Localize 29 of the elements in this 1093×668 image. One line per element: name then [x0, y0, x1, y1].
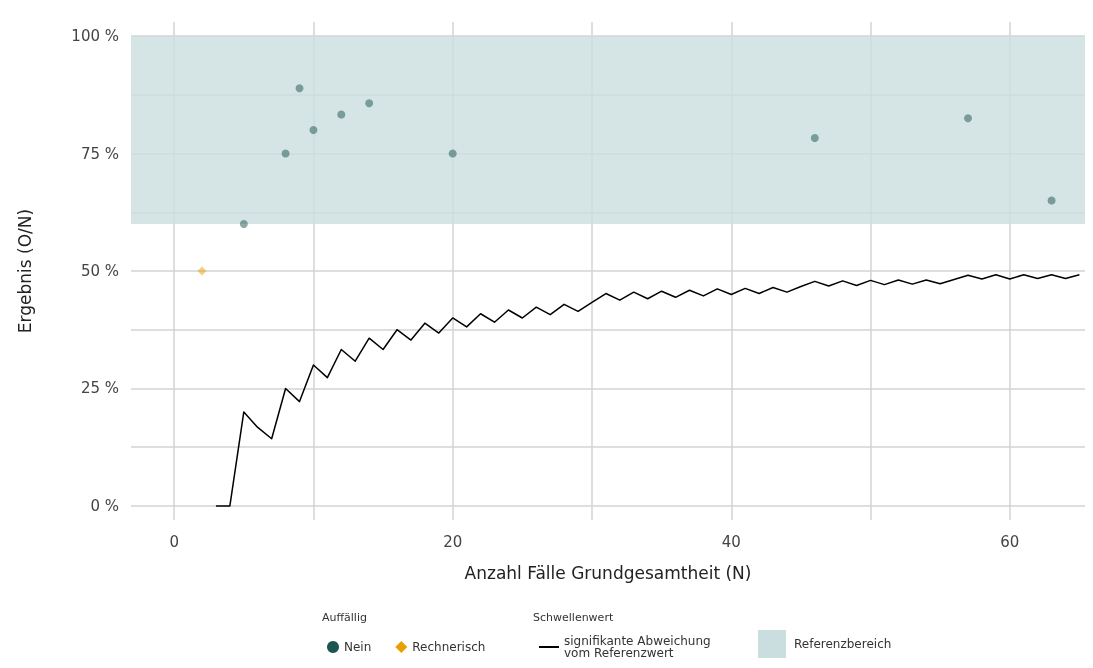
point	[365, 99, 374, 108]
y-tick-label: 75 %	[80, 144, 119, 163]
legend-label: Rechnerisch	[412, 640, 486, 654]
point	[337, 110, 346, 119]
point	[1047, 196, 1056, 205]
x-axis-title: Anzahl Fälle Grundgesamtheit (N)	[464, 562, 752, 583]
y-tick-label: 25 %	[80, 379, 119, 398]
point	[239, 220, 248, 229]
y-tick-label: 100 %	[71, 27, 119, 46]
y-tick-label: 50 %	[80, 262, 119, 280]
point	[197, 266, 207, 276]
point	[309, 126, 318, 135]
x-tick-label: 60	[1000, 532, 1020, 551]
point	[281, 149, 290, 158]
x-tick-label: 40	[721, 532, 741, 551]
x-tick-label: 0	[169, 532, 179, 551]
y-axis-title: Ergebnis (O/N)	[14, 208, 35, 334]
legend-label: Nein	[344, 640, 372, 654]
point	[810, 134, 819, 143]
x-tick-label: 20	[443, 532, 463, 551]
y-tick-label: 0 %	[90, 496, 119, 515]
text: Auffällig	[322, 611, 367, 624]
legend-label: signifikante Abweichung vom Referenzwert	[564, 634, 715, 660]
legend-label: Referenzbereich	[794, 637, 892, 651]
point	[295, 84, 304, 93]
text: Schwellenwert	[533, 611, 614, 624]
point	[964, 114, 973, 123]
line-series	[215, 274, 1081, 507]
point	[448, 149, 457, 158]
